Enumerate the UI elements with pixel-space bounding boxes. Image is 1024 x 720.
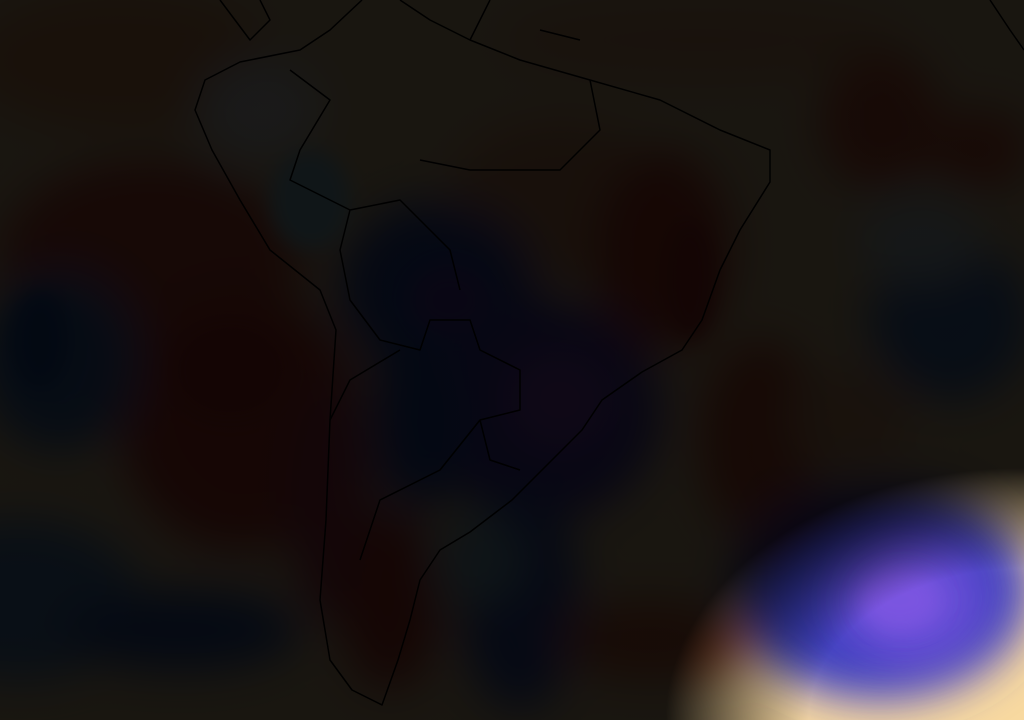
south-america-coast [194, 0, 771, 706]
africa-coast [989, 0, 1024, 51]
coastlines [194, 0, 1024, 706]
country-borders [289, 0, 601, 561]
central-america-coast [219, 0, 271, 41]
